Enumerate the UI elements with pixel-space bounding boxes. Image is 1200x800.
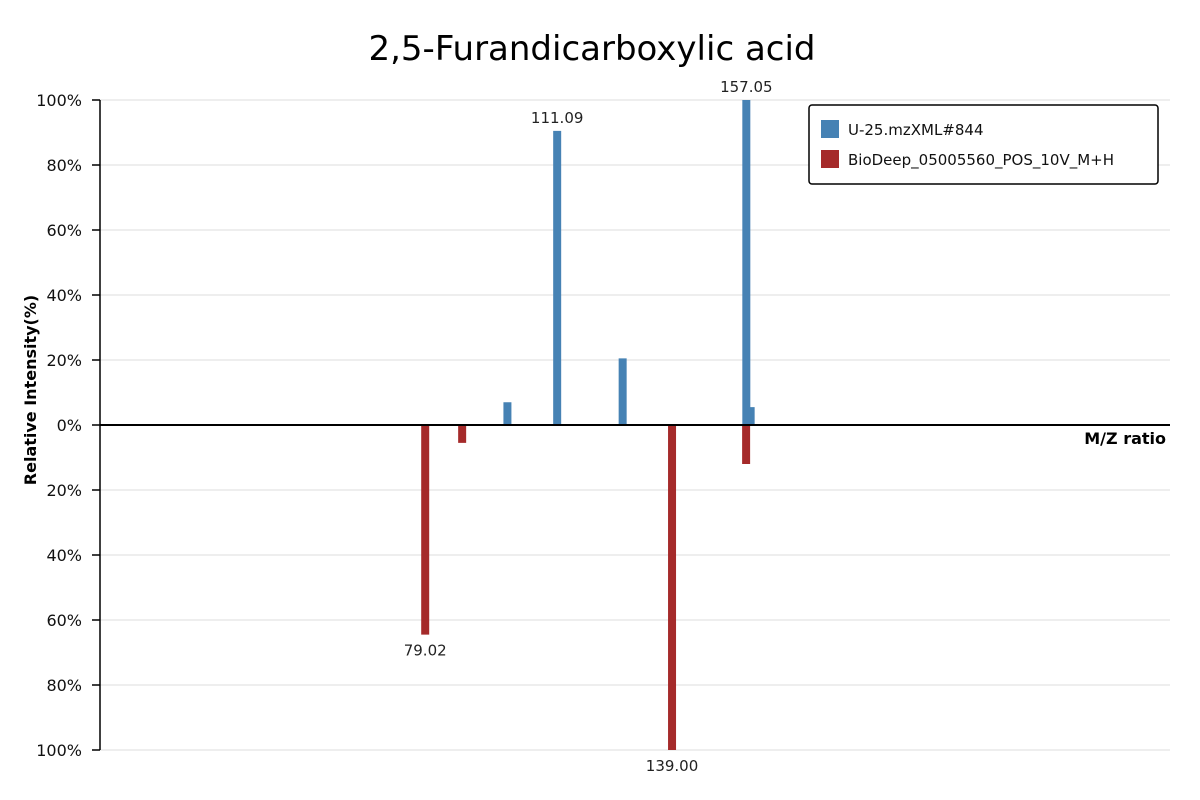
y-tick-label: 60% (46, 611, 82, 630)
reference-peak-bar (458, 425, 467, 443)
y-axis-label: Relative Intensity(%) (21, 295, 40, 485)
sample-peak-bar (618, 358, 627, 425)
legend-box (808, 104, 1159, 185)
y-tick-label: 0% (57, 416, 82, 435)
sample-peak-bar (503, 402, 512, 425)
peaks (421, 100, 755, 750)
reference-peak-bar (742, 425, 751, 464)
y-tick-label: 80% (46, 676, 82, 695)
legend-label-sample: U-25.mzXML#844 (848, 121, 984, 139)
legend-label-reference: BioDeep_05005560_POS_10V_M+H (848, 151, 1114, 170)
y-tick-label: 40% (46, 546, 82, 565)
legend-swatch-reference (821, 150, 839, 168)
y-tick-label: 100% (36, 91, 82, 110)
y-tick-label: 60% (46, 221, 82, 240)
y-tick-label: 20% (46, 481, 82, 500)
y-tick-label: 40% (46, 286, 82, 305)
reference-peak-bar (668, 425, 677, 750)
sample-peak-bar (742, 100, 751, 425)
peak-mz-label: 111.09 (531, 109, 584, 127)
x-axis-label: M/Z ratio (1084, 429, 1166, 448)
sample-peak-bar (746, 407, 755, 425)
y-tick-label: 100% (36, 741, 82, 760)
y-axis-ticks: 100% 80% 60% 40% 20% 0% 20% 40% 60% 80% 100% (36, 91, 100, 760)
legend: U-25.mzXML#844 BioDeep_05005560_POS_10V_… (808, 104, 1159, 185)
legend-swatch-sample (821, 120, 839, 138)
peak-mz-label: 157.05 (720, 78, 773, 96)
peak-labels: 111.09 157.05 79.02 139.00 (404, 78, 773, 775)
sample-peak-bar (553, 130, 562, 425)
y-tick-label: 20% (46, 351, 82, 370)
peak-mz-label: 79.02 (404, 642, 447, 660)
y-tick-label: 80% (46, 156, 82, 175)
reference-peak-bar (421, 425, 430, 635)
chart-title: 2,5-Furandicarboxylic acid (368, 29, 815, 69)
peak-mz-label: 139.00 (646, 757, 699, 775)
